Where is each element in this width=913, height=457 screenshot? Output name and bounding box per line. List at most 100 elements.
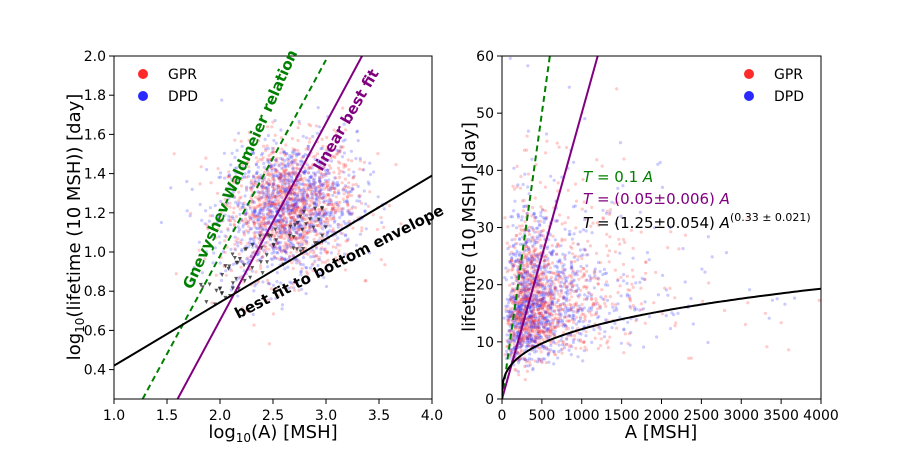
left-point-dpd	[265, 216, 269, 220]
left-point-dpd	[254, 243, 258, 247]
right-point-gpr	[519, 350, 523, 354]
left-point-dpd	[269, 203, 273, 207]
right-point-dpd	[544, 292, 548, 296]
left-point-dpd	[238, 227, 242, 232]
left-point-dpd	[290, 171, 294, 175]
left-point-gpr	[279, 235, 283, 239]
right-point-dpd	[515, 258, 519, 262]
right-point-gpr	[673, 324, 677, 328]
left-point-gpr	[281, 161, 285, 165]
left-point-gpr	[329, 147, 333, 151]
equation-linear: T = (0.05±0.006) A	[583, 190, 730, 208]
right-point-dpd	[525, 321, 529, 325]
left-point-dpd	[284, 230, 288, 234]
right-point-dpd	[548, 292, 553, 296]
left-point-gpr	[275, 168, 279, 172]
left-point-gpr	[267, 202, 271, 206]
right-point-gpr	[527, 250, 531, 254]
left-point-gpr	[315, 152, 320, 156]
left-point-dpd	[314, 229, 318, 234]
right-point-gpr	[618, 284, 622, 288]
right-point-dpd	[557, 270, 561, 274]
right-point-dpd	[515, 330, 520, 335]
left-point-dpd	[213, 203, 217, 208]
left-point-dpd	[297, 179, 301, 183]
left-point-gpr	[269, 199, 273, 203]
right-point-gpr	[509, 258, 514, 263]
right-point-gpr	[537, 311, 541, 315]
left-point-gpr	[283, 173, 287, 177]
left-point-gpr	[281, 206, 285, 210]
left-point-gpr	[361, 168, 365, 172]
left-point-gpr	[214, 273, 218, 277]
left-point-gpr	[252, 205, 256, 210]
left-point-envelope	[316, 217, 321, 222]
left-point-dpd	[289, 204, 293, 208]
left-point-dpd	[294, 183, 298, 187]
left-x-tick-label: 2.5	[262, 408, 284, 424]
right-point-dpd	[511, 209, 516, 213]
left-point-gpr	[267, 178, 271, 182]
left-point-gpr	[310, 198, 315, 202]
left-point-dpd	[306, 171, 311, 175]
right-point-gpr	[537, 322, 541, 327]
left-point-dpd	[271, 201, 275, 205]
left-point-gpr	[289, 197, 293, 201]
left-point-dpd	[225, 201, 230, 205]
left-point-dpd	[222, 151, 226, 155]
right-point-gpr	[572, 289, 576, 294]
left-point-dpd	[355, 130, 359, 134]
left-point-gpr	[282, 180, 286, 184]
right-point-gpr	[561, 267, 565, 272]
right-point-dpd	[522, 300, 527, 304]
right-point-dpd	[511, 264, 516, 268]
right-point-gpr	[567, 274, 571, 278]
left-point-gpr	[312, 251, 316, 255]
right-point-dpd	[551, 300, 555, 304]
right-point-dpd	[536, 304, 540, 308]
left-point-dpd	[227, 196, 231, 200]
left-point-gpr	[278, 201, 282, 205]
right-point-dpd	[664, 288, 669, 292]
left-point-gpr	[247, 138, 251, 142]
right-point-dpd	[593, 267, 597, 271]
right-point-gpr	[534, 254, 538, 258]
right-point-gpr	[574, 271, 578, 275]
right-point-dpd	[543, 285, 547, 289]
right-point-gpr	[586, 290, 590, 295]
left-point-dpd	[306, 187, 310, 191]
right-point-gpr	[546, 318, 550, 322]
left-point-dpd	[274, 296, 278, 301]
left-point-dpd	[240, 249, 244, 253]
left-point-gpr	[304, 232, 308, 236]
right-point-dpd	[520, 281, 525, 285]
right-point-gpr	[608, 208, 613, 212]
right-point-dpd	[525, 358, 530, 362]
right-fit-lines	[502, 56, 821, 399]
right-point-gpr	[512, 289, 516, 293]
left-point-gpr	[293, 173, 297, 177]
right-point-gpr	[523, 220, 527, 224]
right-point-dpd	[579, 332, 583, 336]
right-point-gpr	[628, 288, 632, 292]
left-point-dpd	[285, 152, 289, 156]
left-point-dpd	[197, 240, 201, 244]
left-point-gpr	[326, 218, 330, 222]
left-point-dpd	[297, 228, 301, 232]
right-point-dpd	[557, 343, 561, 347]
right-point-dpd	[539, 311, 543, 315]
left-point-dpd	[326, 153, 330, 157]
right-point-gpr	[524, 328, 529, 332]
right-point-gpr	[580, 257, 584, 261]
right-point-dpd	[537, 290, 541, 294]
right-point-gpr	[515, 315, 519, 319]
right-point-dpd	[596, 316, 600, 320]
right-point-gpr	[531, 303, 535, 307]
left-point-dpd	[310, 185, 314, 189]
right-point-dpd	[506, 317, 510, 321]
right-point-dpd	[518, 342, 522, 346]
right-point-gpr	[540, 281, 544, 285]
left-point-dpd	[298, 188, 302, 192]
left-point-gpr	[351, 187, 355, 191]
left-point-dpd	[294, 226, 298, 230]
